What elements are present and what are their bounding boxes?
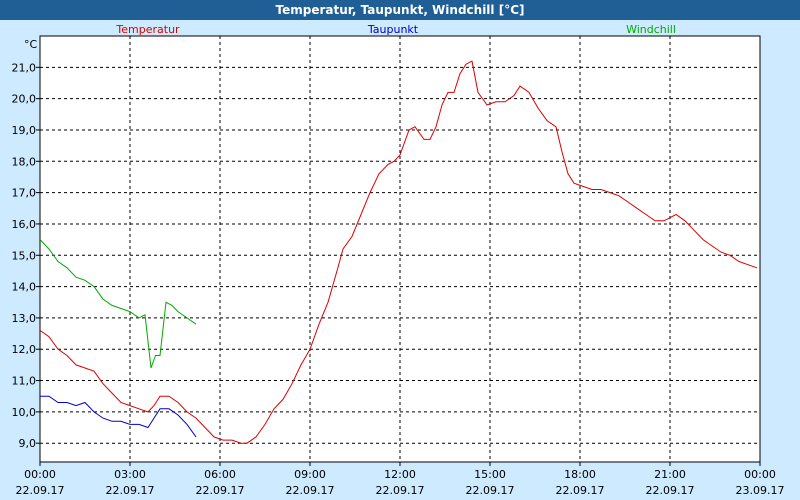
y-unit-label: °C bbox=[24, 38, 38, 51]
x-tick-date: 22.09.17 bbox=[286, 484, 335, 497]
y-tick-label: 9,0 bbox=[19, 437, 37, 450]
y-tick-label: 12,0 bbox=[12, 343, 37, 356]
y-axis: 9,0 10,0 11,0 12,0 13,0 14,0 15,0 16,0 17,0 18,0 1… bbox=[12, 61, 40, 450]
x-tick-date: 22.09.17 bbox=[556, 484, 605, 497]
chart-title: Temperatur, Taupunkt, Windchill [°C] bbox=[0, 0, 800, 20]
x-tick-time: 18:00 bbox=[564, 468, 596, 481]
x-tick-date: 22.09.17 bbox=[16, 484, 65, 497]
legend-windchill: Windchill bbox=[626, 23, 676, 36]
x-tick-date: 22.09.17 bbox=[646, 484, 695, 497]
series-line-windchill bbox=[39, 239, 197, 369]
y-tick-label: 18,0 bbox=[12, 155, 37, 168]
x-tick-time: 12:00 bbox=[384, 468, 416, 481]
y-tick-label: 21,0 bbox=[12, 61, 37, 74]
legend-taupunkt: Taupunkt bbox=[367, 23, 419, 36]
legend-temperatur: Temperatur bbox=[115, 23, 180, 36]
y-tick-label: 11,0 bbox=[12, 375, 37, 388]
x-tick-time: 00:00 bbox=[744, 468, 776, 481]
series-line-temperatur bbox=[39, 60, 758, 444]
x-axis: 00:00 22.09.17 03:00 22.09.17 06:00 22.09.17 0… bbox=[16, 462, 785, 497]
series-lines bbox=[39, 60, 758, 444]
x-tick-date: 22.09.17 bbox=[106, 484, 155, 497]
x-tick-time: 21:00 bbox=[654, 468, 686, 481]
x-tick-date: 22.09.17 bbox=[466, 484, 515, 497]
x-tick-date: 22.09.17 bbox=[196, 484, 245, 497]
x-tick-time: 00:00 bbox=[24, 468, 56, 481]
y-tick-label: 20,0 bbox=[12, 93, 37, 106]
y-tick-label: 13,0 bbox=[12, 312, 37, 325]
legend: Temperatur Taupunkt Windchill bbox=[115, 23, 676, 36]
x-tick-time: 03:00 bbox=[114, 468, 146, 481]
series-line-taupunkt bbox=[40, 395, 197, 438]
x-tick-time: 06:00 bbox=[204, 468, 236, 481]
y-tick-label: 19,0 bbox=[12, 124, 37, 137]
y-tick-label: 10,0 bbox=[12, 406, 37, 419]
y-tick-label: 16,0 bbox=[12, 218, 37, 231]
x-tick-time: 15:00 bbox=[474, 468, 506, 481]
y-tick-label: 15,0 bbox=[12, 249, 37, 262]
x-tick-time: 09:00 bbox=[294, 468, 326, 481]
grid bbox=[40, 36, 760, 462]
x-tick-date: 22.09.17 bbox=[376, 484, 425, 497]
y-tick-label: 14,0 bbox=[12, 281, 37, 294]
x-tick-date: 23.09.17 bbox=[736, 484, 785, 497]
y-tick-label: 17,0 bbox=[12, 187, 37, 200]
